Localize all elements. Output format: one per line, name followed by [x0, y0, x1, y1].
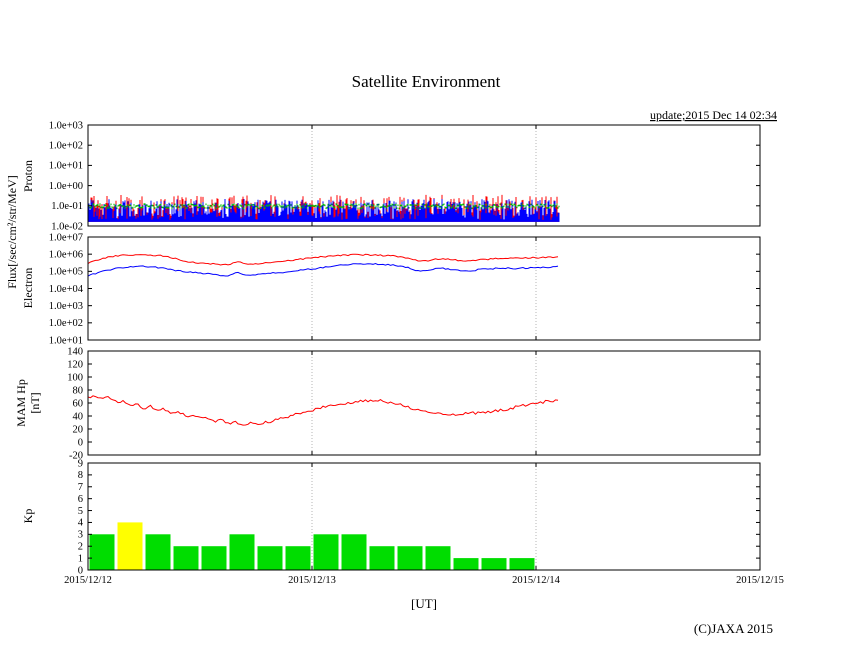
y-tick-label: 0 [78, 565, 83, 576]
electron-red-line [87, 253, 559, 266]
copyright: (C)JAXA 2015 [694, 621, 773, 636]
plot-panels: 1.0e+03 1.0e+02 1.0e+01 1.0e+00 1.0e-01 1.0e-… [49, 120, 784, 586]
kp-bar [145, 534, 171, 570]
proton-flux-panel: 1.0e+03 1.0e+02 1.0e+01 1.0e+00 1.0e-01 1.0e-… [49, 120, 761, 232]
y-tick-label: 0 [78, 437, 83, 448]
y-tick-label: 1.0e+01 [49, 335, 83, 346]
ut-axis-label: [UT] [411, 596, 437, 611]
y-tick-label: 40 [73, 411, 84, 422]
y-tick-label: 1.0e+03 [49, 301, 83, 312]
kp-bar [173, 546, 199, 570]
mam-hp-frame [87, 350, 761, 456]
y-tick-label: 4 [78, 518, 84, 529]
y-tick-label: 1.0e+03 [49, 120, 83, 131]
y-tick-label: 1.0e+04 [49, 284, 84, 295]
y-tick-label: 3 [78, 530, 83, 541]
y-tick-label: 1.0e+02 [49, 318, 83, 329]
y-tick-label: 1 [78, 553, 83, 564]
electron-flux-panel: 1.0e+07 1.0e+06 1.0e+05 1.0e+04 1.0e+03 1.0e+… [49, 232, 761, 346]
update-timestamp: update;2015 Dec 14 02:34 [650, 108, 777, 122]
y-tick-label: 1.0e+01 [49, 161, 83, 172]
y-tick-label: 1.0e+05 [49, 267, 83, 278]
y-tick-label: 100 [67, 372, 83, 383]
y-tick-label: 1.0e+06 [49, 249, 83, 260]
flux-axis-label: Flux[/sec/cm²/str/MeV] [5, 175, 19, 289]
kp-bar [229, 534, 255, 570]
y-tick-label: 6 [78, 494, 83, 505]
y-tick-label: 80 [73, 385, 84, 396]
mam-hp-panel: 140 120 100 80 60 40 20 0 -20 [67, 346, 761, 461]
kp-bar [369, 546, 395, 570]
mam-hp-axis-label: MAM Hp [14, 379, 28, 427]
kp-bar [397, 546, 423, 570]
y-tick-label: 9 [78, 458, 83, 469]
kp-bar [453, 558, 479, 570]
y-tick-label: 1.0e+07 [49, 232, 83, 243]
proton-noise-blue [88, 198, 560, 222]
y-tick-label: 1.0e+02 [49, 141, 83, 152]
kp-bar [341, 534, 367, 570]
hp-red-line [87, 395, 559, 426]
electron-axis-label: Electron [21, 268, 35, 309]
kp-bar [425, 546, 451, 570]
x-tick-label: 2015/12/12 [64, 575, 112, 586]
kp-axis-label: Kp [21, 509, 35, 524]
y-tick-label: 20 [73, 424, 84, 435]
y-tick-label: 60 [73, 398, 84, 409]
electron-blue-line [87, 262, 559, 277]
y-tick-label: 2 [78, 542, 83, 553]
figure-title: Satellite Environment [352, 72, 501, 91]
y-tick-label: 140 [67, 346, 83, 357]
y-tick-label: 1.0e-02 [51, 221, 83, 232]
mam-hp-units-label: [nT] [28, 392, 42, 413]
kp-bar [89, 534, 115, 570]
x-tick-label: 2015/12/13 [288, 575, 336, 586]
proton-flux-frame [87, 124, 761, 227]
kp-index-frame [87, 462, 761, 571]
y-tick-label: 1.0e+00 [49, 181, 83, 192]
kp-bar [257, 546, 283, 570]
y-tick-label: 5 [78, 506, 83, 517]
electron-flux-frame [87, 236, 761, 341]
x-tick-label: 2015/12/14 [512, 575, 561, 586]
y-tick-label: 7 [78, 482, 83, 493]
proton-axis-label: Proton [21, 160, 35, 192]
y-tick-label: 8 [78, 470, 83, 481]
y-tick-label: -20 [69, 450, 83, 461]
x-tick-label: 2015/12/15 [736, 575, 784, 586]
kp-bar [117, 522, 143, 570]
y-tick-label: 1.0e-01 [51, 201, 83, 212]
kp-bar [509, 558, 535, 570]
kp-bar [201, 546, 227, 570]
kp-bar [285, 546, 311, 570]
kp-bar [313, 534, 339, 570]
kp-bar [481, 558, 507, 570]
y-tick-label: 120 [67, 359, 83, 370]
